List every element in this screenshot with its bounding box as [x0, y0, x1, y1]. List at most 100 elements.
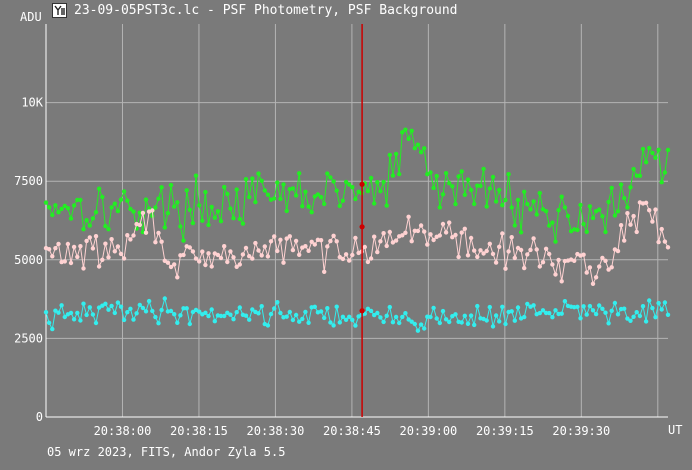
data-point	[631, 213, 636, 219]
data-point	[393, 314, 399, 320]
app-icon[interactable]	[52, 3, 67, 18]
data-point	[56, 210, 61, 215]
data-point	[640, 146, 646, 152]
data-point	[300, 316, 305, 322]
data-point	[500, 304, 505, 309]
data-point	[353, 235, 358, 241]
data-point	[562, 299, 568, 304]
data-point	[297, 252, 302, 257]
data-point	[62, 259, 67, 264]
data-point	[550, 262, 555, 267]
data-point	[75, 197, 80, 203]
data-point	[112, 201, 118, 206]
data-point	[512, 255, 517, 261]
data-point	[343, 317, 349, 322]
data-point	[578, 202, 583, 208]
data-point	[375, 180, 380, 185]
data-point	[559, 279, 564, 284]
data-point	[506, 172, 511, 177]
data-point	[290, 247, 296, 253]
data-point	[459, 320, 464, 325]
data-point	[384, 243, 389, 249]
data-point	[484, 204, 489, 209]
data-point	[134, 311, 139, 316]
data-point	[440, 221, 446, 227]
data-point	[603, 258, 608, 263]
data-point	[347, 314, 352, 319]
data-point	[381, 179, 386, 185]
data-point	[206, 251, 211, 256]
data-point	[412, 146, 417, 151]
data-point	[281, 260, 286, 265]
data-point	[475, 303, 480, 309]
x-tick-label: 20:39:30	[552, 424, 610, 438]
data-point	[125, 233, 130, 238]
data-point	[340, 198, 346, 203]
data-point	[121, 256, 127, 261]
data-point	[403, 230, 408, 235]
data-point	[81, 301, 86, 306]
data-point	[250, 307, 255, 312]
data-point	[84, 218, 89, 223]
data-point	[78, 197, 83, 203]
data-point	[428, 314, 433, 320]
data-point	[600, 214, 605, 219]
data-point	[62, 314, 67, 320]
data-point	[331, 179, 336, 184]
data-point	[150, 208, 155, 213]
data-point	[184, 188, 189, 193]
data-point	[650, 219, 655, 224]
data-point	[46, 205, 52, 210]
data-point	[422, 146, 427, 151]
data-point	[262, 188, 267, 193]
data-point	[243, 313, 249, 318]
x-tick-label: 20:38:45	[323, 424, 381, 438]
data-point	[87, 223, 93, 228]
data-point	[418, 223, 424, 228]
data-point	[540, 260, 546, 265]
data-point	[247, 194, 252, 200]
data-point	[465, 177, 471, 182]
data-point	[597, 303, 602, 308]
data-point	[190, 309, 196, 315]
data-point	[412, 321, 417, 327]
data-point	[625, 211, 630, 216]
data-point	[418, 322, 424, 327]
data-point	[406, 214, 411, 219]
data-point	[628, 185, 633, 190]
data-point	[234, 310, 239, 315]
data-point	[393, 151, 399, 157]
data-point	[365, 188, 371, 194]
data-point	[153, 205, 158, 210]
data-point	[62, 203, 67, 209]
data-point	[200, 218, 205, 223]
data-point	[650, 305, 655, 311]
data-point	[275, 248, 280, 254]
data-point	[237, 262, 242, 267]
data-point	[375, 249, 380, 255]
data-point	[531, 199, 536, 204]
data-point	[293, 193, 299, 198]
data-point	[222, 313, 227, 319]
data-point	[93, 320, 99, 326]
data-point	[643, 319, 649, 324]
data-point	[125, 310, 130, 315]
y-tick-label: 5000	[14, 253, 43, 267]
data-point	[612, 213, 618, 218]
data-point	[384, 203, 389, 208]
data-point	[556, 208, 561, 213]
data-point	[562, 205, 568, 210]
data-point	[175, 275, 180, 280]
data-point	[325, 306, 330, 311]
data-point	[537, 264, 542, 269]
data-point	[543, 246, 549, 251]
data-point	[212, 319, 217, 324]
data-point	[275, 300, 280, 305]
data-point	[71, 203, 77, 208]
data-point	[143, 309, 149, 314]
x-tick-label: 20:38:15	[170, 424, 228, 438]
data-point	[543, 209, 549, 214]
data-point	[71, 317, 77, 322]
